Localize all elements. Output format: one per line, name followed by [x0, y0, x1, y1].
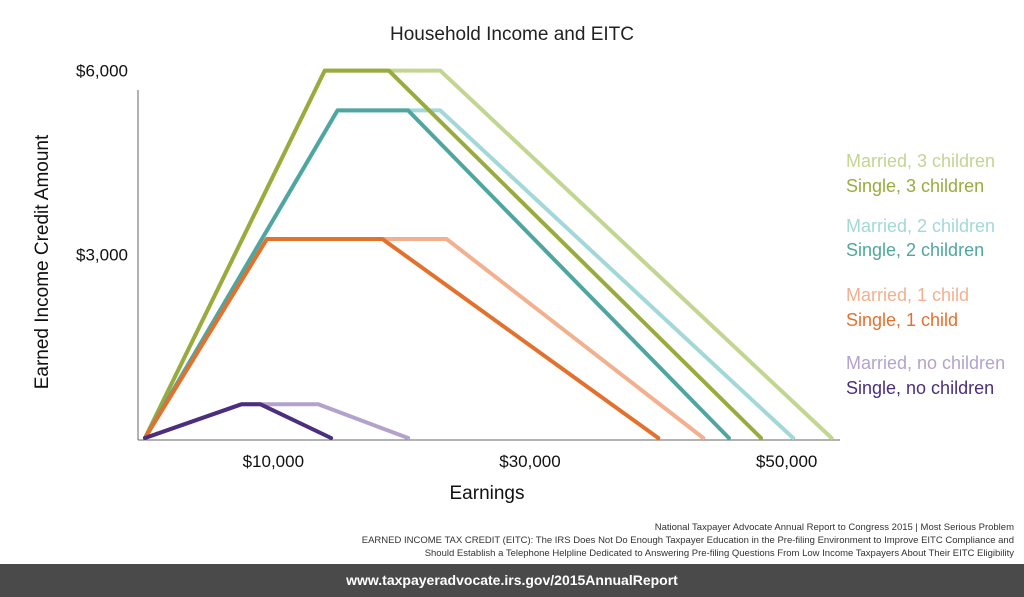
chart-title: Household Income and EITC	[390, 24, 634, 45]
legend-entry: Single, no children	[846, 378, 994, 398]
series-line-single-no-children	[143, 402, 334, 440]
axes	[137, 90, 840, 441]
legend-entry: Married, 1 child	[846, 285, 969, 305]
x-axis-label: Earnings	[450, 483, 525, 504]
footer-url[interactable]: www.taxpayeradvocate.irs.gov/2015AnnualR…	[346, 572, 678, 588]
series-lines	[143, 68, 834, 440]
legend: Married, 3 children Single, 3 children Mar…	[846, 151, 1005, 398]
tick-labels: $10,000 $30,000 $50,000 $3,000 $6,000	[76, 62, 817, 471]
legend-entry: Married, 3 children	[846, 151, 995, 171]
caption-line-2: EARNED INCOME TAX CREDIT (EITC): The IRS…	[361, 535, 1014, 546]
series-line-married-3-children	[143, 68, 834, 440]
caption-line-3: Should Establish a Telephone Helpline De…	[424, 548, 1014, 559]
y-tick-label: $6,000	[76, 62, 128, 81]
x-tick-label: $50,000	[756, 452, 817, 471]
report-caption: National Taxpayer Advocate Annual Report…	[254, 521, 1014, 560]
series-line-single-3-children	[143, 68, 763, 440]
legend-entry: Married, no children	[846, 353, 1005, 373]
y-tick-label: $3,000	[76, 245, 128, 264]
caption-line-1: National Taxpayer Advocate Annual Report…	[654, 522, 1014, 533]
series-line-single-1-child	[143, 237, 661, 440]
footer-bar: www.taxpayeradvocate.irs.gov/2015AnnualR…	[0, 564, 1024, 597]
y-axis-label: Earned Income Credit Amount	[32, 134, 53, 389]
legend-entry: Single, 1 child	[846, 310, 958, 330]
legend-entry: Single, 3 children	[846, 176, 984, 196]
x-tick-label: $30,000	[499, 452, 560, 471]
eitc-chart: Household Income and EITC $10,000 $30,000…	[32, 24, 1005, 504]
series-line-single-2-children	[143, 108, 731, 440]
x-tick-label: $10,000	[243, 452, 304, 471]
series-line-married-no-children	[143, 402, 411, 440]
legend-entry: Single, 2 children	[846, 240, 984, 260]
legend-entry: Married, 2 children	[846, 216, 995, 236]
